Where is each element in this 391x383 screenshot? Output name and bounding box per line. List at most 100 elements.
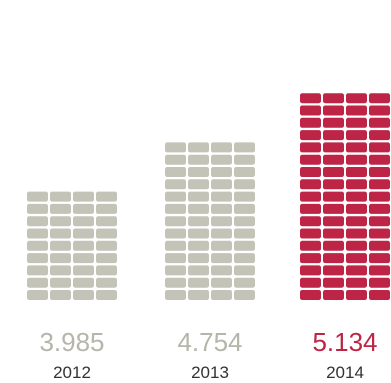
bar-icon-2012 [27,253,48,264]
bar-icon-2014 [346,191,367,202]
bar-icon-2012 [50,228,71,239]
bar-icon-2014 [369,130,390,141]
bar-icon-2014 [369,105,390,116]
bar-icon-2012 [50,290,71,300]
bar-2013 [165,142,255,300]
bar-icon-2013 [165,228,186,239]
bar-icon-2012 [27,203,48,214]
bar-icon-2013 [234,240,255,251]
bar-2014 [300,93,390,300]
bar-icon-2012 [73,216,94,227]
bar-icon-2013 [234,142,255,153]
bar-icon-2013 [188,191,209,202]
bar-icon-2014 [346,216,367,227]
bar-icon-2014 [369,290,390,300]
bar-icon-2014 [369,167,390,177]
bar-icon-2013 [165,277,186,288]
bar-icon-2014 [369,117,390,128]
bar-icon-2014 [369,216,390,227]
bar-icon-2012 [50,191,71,202]
bar-icon-2012 [27,191,48,202]
bar-icon-2014 [323,228,344,239]
bar-icon-2014 [323,105,344,116]
bar-icon-2014 [323,117,344,128]
bar-icon-2012 [96,290,117,300]
bar-icon-2012 [73,203,94,214]
bar-icon-2014 [300,228,321,239]
bar-icon-2013 [188,277,209,288]
bar-icon-2013 [165,216,186,227]
bar-icon-2013 [234,216,255,227]
bar-icon-2012 [50,203,71,214]
bar-icon-2014 [323,130,344,141]
bar-icon-2012 [73,240,94,251]
bar-icon-2014 [369,93,390,104]
bar-icon-2014 [346,179,367,190]
bar-icon-2014 [346,290,367,300]
bar-icon-2012 [96,240,117,251]
bar-icon-2012 [50,216,71,227]
year-label-2014: 2014 [326,363,364,382]
bar-icon-2012 [50,277,71,288]
year-label-2012: 2012 [53,363,91,382]
bar-icon-2012 [50,240,71,251]
bar-icon-2013 [234,203,255,214]
bar-icon-2014 [369,179,390,190]
bar-icon-2014 [323,179,344,190]
bar-icon-2014 [346,277,367,288]
bar-icon-2014 [323,240,344,251]
labels-layer: 3.985 2012 4.754 2013 5.134 2014 [39,327,377,382]
bar-icon-2014 [300,93,321,104]
bar-icon-2013 [234,191,255,202]
bar-icon-2014 [346,142,367,153]
bar-icon-2014 [369,240,390,251]
bar-icon-2013 [188,203,209,214]
bar-icon-2013 [234,253,255,264]
bar-icon-2014 [323,167,344,177]
bar-icon-2013 [211,154,232,165]
bar-icon-2014 [323,265,344,276]
bar-icon-2013 [188,216,209,227]
bar-icon-2012 [27,228,48,239]
bar-icon-2014 [300,117,321,128]
bar-icon-2014 [300,216,321,227]
bar-icon-2013 [211,203,232,214]
bar-icon-2014 [323,253,344,264]
bar-icon-2014 [323,93,344,104]
bar-icon-2013 [188,253,209,264]
bar-icon-2014 [346,105,367,116]
bar-icon-2013 [165,240,186,251]
bar-icon-2014 [323,290,344,300]
bar-icon-2012 [96,277,117,288]
bar-icon-2013 [188,265,209,276]
bar-icon-2012 [27,277,48,288]
bar-icon-2014 [323,277,344,288]
bar-icon-2014 [300,253,321,264]
bar-icon-2014 [300,167,321,177]
bar-icon-2012 [73,265,94,276]
bar-icon-2012 [27,290,48,300]
bar-icon-2013 [165,154,186,165]
bar-icon-2013 [234,228,255,239]
bar-icon-2014 [369,191,390,202]
bar-icon-2014 [300,240,321,251]
bar-icon-2012 [96,216,117,227]
bar-icon-2013 [211,228,232,239]
bar-icon-2013 [211,265,232,276]
bar-icon-2013 [234,154,255,165]
bar-icon-2014 [323,191,344,202]
bar-icon-2013 [211,191,232,202]
bar-icon-2012 [27,265,48,276]
value-label-2014: 5.134 [312,327,377,357]
bar-icon-2014 [369,277,390,288]
bar-icon-2014 [369,265,390,276]
bar-icon-2014 [300,203,321,214]
bar-icon-2012 [27,216,48,227]
bar-icon-2013 [211,253,232,264]
bar-icon-2012 [73,253,94,264]
bar-icon-2012 [96,265,117,276]
bar-icon-2014 [369,142,390,153]
bar-icon-2014 [346,228,367,239]
bar-icon-2013 [165,142,186,153]
bar-icon-2013 [211,277,232,288]
